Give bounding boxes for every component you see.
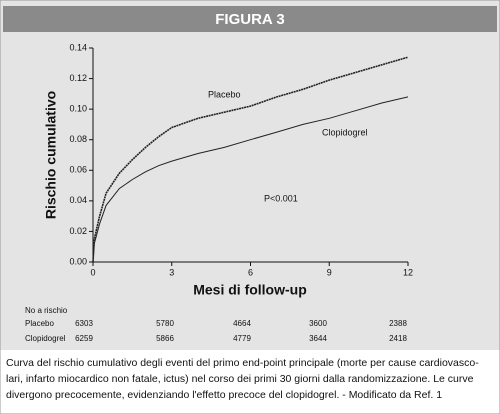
series-line — [92, 96, 409, 263]
y-tick-label: 0.08 — [69, 134, 87, 144]
risk-value: 3600 — [309, 319, 327, 328]
risk-value: 4664 — [233, 319, 251, 328]
caption-line: lari, infarto miocardico non fatale, ict… — [6, 373, 474, 385]
x-tick-label: 0 — [90, 267, 95, 277]
risk-table-title: No a rischio — [25, 306, 68, 315]
x-tick-label: 3 — [169, 267, 174, 277]
risk-value: 3644 — [309, 334, 327, 343]
x-tick-label: 12 — [403, 267, 413, 277]
series-label: Clopidogrel — [322, 127, 368, 137]
risk-value: 6303 — [75, 319, 93, 328]
caption-line: Curva del rischio cumulativo degli event… — [6, 357, 479, 369]
risk-row-label: Clopidogrel — [25, 334, 66, 343]
y-axis-label: Rischio cumulativo — [43, 91, 59, 219]
figure-background — [0, 0, 500, 350]
header-title: FIGURA 3 — [215, 11, 284, 28]
risk-value: 5780 — [156, 319, 174, 328]
y-tick-label: 0.12 — [69, 73, 87, 83]
risk-row-label: Placebo — [25, 319, 54, 328]
y-tick-label: 0.00 — [69, 256, 87, 266]
y-tick-label: 0.04 — [69, 195, 87, 205]
x-tick-label: 9 — [327, 267, 332, 277]
x-tick-label: 6 — [248, 267, 253, 277]
risk-value: 5866 — [156, 334, 174, 343]
annotation: P<0.001 — [264, 193, 298, 203]
y-tick-label: 0.14 — [69, 42, 87, 52]
risk-value: 2418 — [389, 334, 407, 343]
risk-value: 2388 — [389, 319, 407, 328]
x-axis-label: Mesi di follow-up — [193, 282, 307, 298]
series-label: Placebo — [208, 89, 241, 99]
y-tick-label: 0.06 — [69, 165, 87, 175]
y-tick-label: 0.02 — [69, 226, 87, 236]
risk-value: 6259 — [75, 334, 93, 343]
header-bar — [3, 6, 497, 32]
caption-line: divergono precocemente, evidenziando l'e… — [6, 389, 442, 401]
series-line — [92, 56, 409, 263]
y-tick-label: 0.10 — [69, 104, 87, 114]
risk-value: 4779 — [233, 334, 251, 343]
